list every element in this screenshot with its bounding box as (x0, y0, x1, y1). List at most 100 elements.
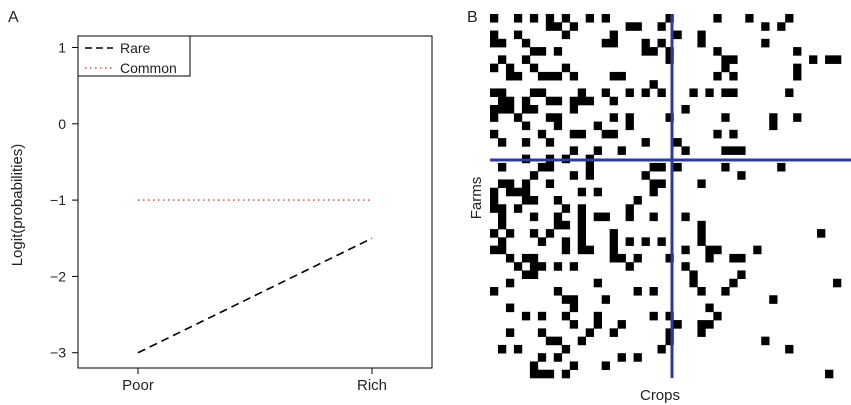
matrix-cell (641, 138, 650, 147)
matrix-cell (577, 212, 587, 222)
matrix-cell (649, 212, 658, 222)
matrix-cell (681, 245, 690, 255)
y-tick-label: −3 (50, 345, 66, 361)
matrix-cell (490, 129, 499, 139)
matrix-cell (553, 22, 563, 31)
matrix-cell (521, 187, 531, 197)
matrix-cell (665, 113, 674, 122)
matrix-cell (697, 237, 706, 246)
matrix-cell (561, 220, 571, 230)
matrix-cell (545, 113, 555, 122)
matrix-cell (769, 121, 778, 131)
matrix-cell (529, 14, 539, 23)
matrix-cell (497, 38, 507, 48)
matrix-cell (657, 38, 666, 48)
matrix-cell (793, 47, 802, 56)
matrix-cell (721, 88, 730, 98)
matrix-cell (649, 47, 658, 56)
matrix-cell (601, 212, 610, 222)
matrix-cell (569, 129, 579, 139)
matrix-cell (561, 295, 571, 304)
matrix-cell (689, 88, 698, 98)
matrix-cell (490, 204, 499, 213)
y-ticks: 1 0 −1 −2 −3 (50, 39, 78, 361)
matrix-cell (625, 204, 634, 213)
matrix-cell (697, 229, 706, 238)
matrix-cell (729, 55, 738, 64)
matrix-cell (529, 369, 539, 379)
matrix-cell (490, 113, 499, 122)
matrix-cell (665, 47, 674, 56)
matrix-cell (609, 30, 618, 40)
matrix-cell (553, 113, 563, 122)
matrix-cell (641, 88, 650, 98)
matrix-cell (537, 237, 547, 246)
legend-rare-label: Rare (120, 40, 151, 56)
matrix-cell (625, 22, 634, 31)
matrix-cell (569, 146, 579, 155)
matrix-cell (697, 179, 706, 189)
matrix-cell (769, 295, 778, 304)
matrix-cell (545, 71, 555, 81)
x-tick-label: Poor (122, 377, 154, 394)
matrix-cell (577, 88, 587, 98)
matrix-cell (545, 14, 555, 23)
matrix-cell (505, 63, 515, 73)
matrix-cell (609, 237, 618, 246)
matrix-cell (593, 121, 602, 131)
panel-a: A Logit(probabilities) 1 0 −1 −2 −3 Poor Rich… (8, 9, 433, 394)
matrix-cell (553, 121, 563, 131)
matrix-cell (537, 311, 547, 321)
matrix-cell (697, 320, 706, 329)
matrix-cell (753, 245, 762, 255)
matrix-cell (529, 196, 539, 205)
matrix-cell (561, 14, 571, 23)
matrix-cell (513, 113, 523, 122)
matrix-cell (569, 71, 579, 81)
matrix-cell (545, 369, 555, 379)
matrix-cell (657, 162, 666, 172)
matrix-cell (569, 22, 579, 31)
matrix-cells (490, 14, 842, 379)
matrix-cell (649, 162, 658, 172)
matrix-cell (609, 253, 618, 263)
matrix-cell (681, 105, 690, 114)
matrix-cell (553, 336, 563, 346)
matrix-cell (490, 14, 499, 23)
matrix-cell (713, 14, 722, 23)
matrix-cell (745, 14, 754, 23)
matrix-cell (569, 320, 579, 329)
y-axis-label: Logit(probabilities) (9, 144, 26, 267)
matrix-cell (497, 105, 507, 114)
matrix-cell (521, 105, 531, 114)
plot-frame (77, 35, 433, 369)
matrix-cell (545, 336, 555, 346)
matrix-cell (529, 63, 539, 73)
matrix-cell (497, 237, 507, 246)
matrix-cell (809, 55, 818, 64)
matrix-cell (673, 162, 682, 172)
matrix-cell (617, 253, 626, 263)
matrix-cell (609, 71, 618, 81)
matrix-cell (793, 71, 802, 81)
matrix-cell (665, 14, 674, 23)
matrix-cell (577, 220, 587, 230)
matrix-cell (490, 30, 499, 40)
matrix-cell (521, 55, 531, 64)
matrix-cell (761, 38, 770, 48)
matrix-cell (769, 113, 778, 122)
matrix-cell (697, 30, 706, 40)
matrix-cell (673, 138, 682, 147)
matrix-cell (593, 187, 602, 197)
matrix-cell (490, 287, 499, 296)
matrix-cell (737, 146, 746, 155)
y-tick-label: −1 (50, 192, 66, 208)
matrix-cell (561, 344, 571, 354)
matrix-cell (505, 253, 515, 263)
matrix-cell (649, 187, 658, 197)
matrix-cell (529, 47, 539, 56)
matrix-cell (817, 229, 826, 238)
matrix-cell (553, 196, 563, 205)
matrix-cell (521, 96, 531, 106)
matrix-cell (577, 229, 587, 238)
